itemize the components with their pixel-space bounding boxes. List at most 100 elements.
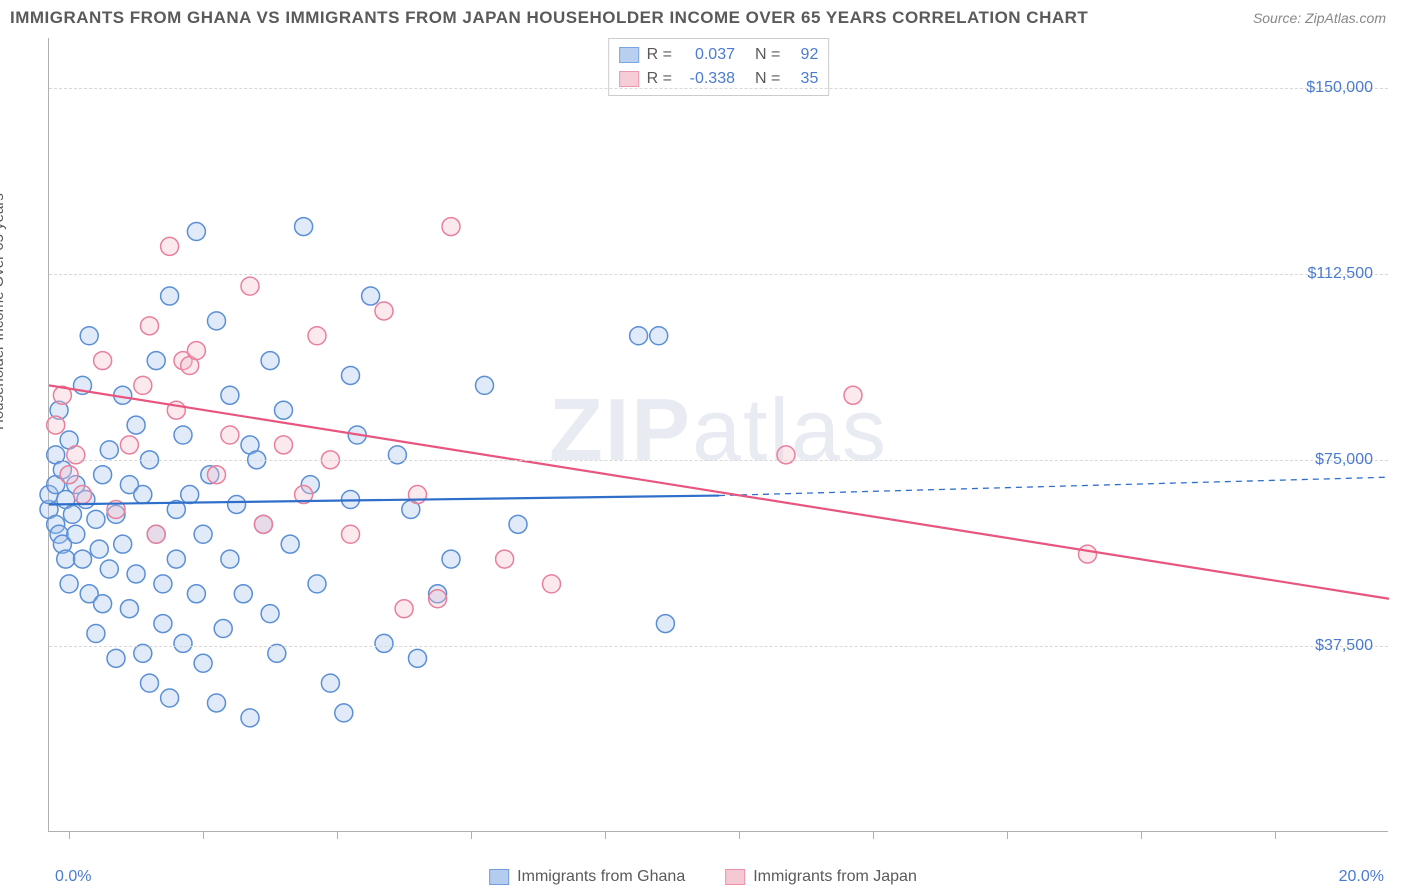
- stats-row-ghana: R =0.037N =92: [619, 43, 819, 67]
- x-tick: [471, 831, 472, 839]
- data-point-japan: [187, 342, 205, 360]
- data-point-ghana: [87, 625, 105, 643]
- y-tick-label: $37,500: [1315, 637, 1373, 655]
- gridline: [49, 460, 1388, 461]
- data-point-ghana: [268, 644, 286, 662]
- x-tick: [203, 831, 204, 839]
- data-point-ghana: [161, 287, 179, 305]
- data-point-japan: [241, 277, 259, 295]
- data-point-ghana: [228, 495, 246, 513]
- legend-swatch-icon: [619, 47, 639, 63]
- data-point-ghana: [87, 510, 105, 528]
- stat-n-label: N =: [755, 43, 780, 67]
- data-point-ghana: [80, 327, 98, 345]
- x-tick: [1141, 831, 1142, 839]
- chart-svg: [49, 38, 1388, 831]
- x-axis-min-label: 0.0%: [55, 868, 91, 886]
- regression-line-japan: [49, 385, 1389, 598]
- x-tick: [1275, 831, 1276, 839]
- data-point-ghana: [94, 595, 112, 613]
- plot-area: ZIPatlas R =0.037N =92R =-0.338N =35 $37…: [48, 38, 1388, 832]
- data-point-ghana: [120, 600, 138, 618]
- data-point-japan: [147, 525, 165, 543]
- data-point-ghana: [114, 535, 132, 553]
- data-point-ghana: [221, 386, 239, 404]
- data-point-ghana: [187, 585, 205, 603]
- data-point-ghana: [154, 575, 172, 593]
- data-point-ghana: [650, 327, 668, 345]
- data-point-ghana: [221, 550, 239, 568]
- x-tick: [69, 831, 70, 839]
- data-point-japan: [342, 525, 360, 543]
- data-point-ghana: [409, 649, 427, 667]
- data-point-ghana: [181, 486, 199, 504]
- data-point-japan: [496, 550, 514, 568]
- data-point-japan: [844, 386, 862, 404]
- data-point-ghana: [476, 376, 494, 394]
- legend-label: Immigrants from Ghana: [517, 868, 685, 886]
- x-tick: [605, 831, 606, 839]
- data-point-ghana: [100, 560, 118, 578]
- data-point-ghana: [194, 654, 212, 672]
- data-point-japan: [208, 466, 226, 484]
- legend-swatch-icon: [725, 869, 745, 885]
- data-point-japan: [429, 590, 447, 608]
- gridline: [49, 274, 1388, 275]
- stat-r-label: R =: [647, 43, 672, 67]
- y-axis-label: Householder Income Over 65 years: [0, 193, 7, 430]
- x-tick: [1007, 831, 1008, 839]
- data-point-ghana: [234, 585, 252, 603]
- y-tick-label: $150,000: [1306, 79, 1373, 97]
- data-point-japan: [221, 426, 239, 444]
- data-point-ghana: [208, 312, 226, 330]
- data-point-ghana: [161, 689, 179, 707]
- data-point-ghana: [214, 620, 232, 638]
- data-point-ghana: [141, 674, 159, 692]
- data-point-japan: [442, 218, 460, 236]
- source-label: Source: ZipAtlas.com: [1253, 10, 1386, 26]
- x-tick: [739, 831, 740, 839]
- data-point-ghana: [107, 649, 125, 667]
- data-point-ghana: [375, 634, 393, 652]
- data-point-japan: [375, 302, 393, 320]
- data-point-ghana: [656, 615, 674, 633]
- data-point-japan: [94, 352, 112, 370]
- data-point-japan: [141, 317, 159, 335]
- data-point-ghana: [94, 466, 112, 484]
- data-point-ghana: [194, 525, 212, 543]
- data-point-ghana: [208, 694, 226, 712]
- data-point-ghana: [90, 540, 108, 558]
- data-point-japan: [275, 436, 293, 454]
- data-point-japan: [60, 466, 78, 484]
- data-point-ghana: [147, 352, 165, 370]
- data-point-ghana: [167, 550, 185, 568]
- data-point-japan: [67, 446, 85, 464]
- data-point-ghana: [60, 575, 78, 593]
- gridline: [49, 646, 1388, 647]
- data-point-ghana: [241, 709, 259, 727]
- data-point-ghana: [442, 550, 460, 568]
- y-tick-label: $75,000: [1315, 451, 1373, 469]
- data-point-ghana: [388, 446, 406, 464]
- data-point-ghana: [630, 327, 648, 345]
- regression-extrapolation-ghana: [719, 477, 1389, 495]
- data-point-ghana: [342, 366, 360, 384]
- stat-n-value: 92: [788, 43, 818, 67]
- x-tick: [873, 831, 874, 839]
- data-point-japan: [395, 600, 413, 618]
- data-point-japan: [120, 436, 138, 454]
- data-point-japan: [543, 575, 561, 593]
- data-point-ghana: [187, 223, 205, 241]
- data-point-ghana: [509, 515, 527, 533]
- data-point-ghana: [127, 416, 145, 434]
- data-point-japan: [254, 515, 272, 533]
- data-point-ghana: [154, 615, 172, 633]
- data-point-ghana: [63, 505, 81, 523]
- data-point-ghana: [57, 550, 75, 568]
- x-tick: [337, 831, 338, 839]
- legend-item-ghana: Immigrants from Ghana: [489, 868, 685, 886]
- data-point-japan: [134, 376, 152, 394]
- y-tick-label: $112,500: [1307, 265, 1373, 283]
- data-point-ghana: [67, 525, 85, 543]
- data-point-ghana: [134, 486, 152, 504]
